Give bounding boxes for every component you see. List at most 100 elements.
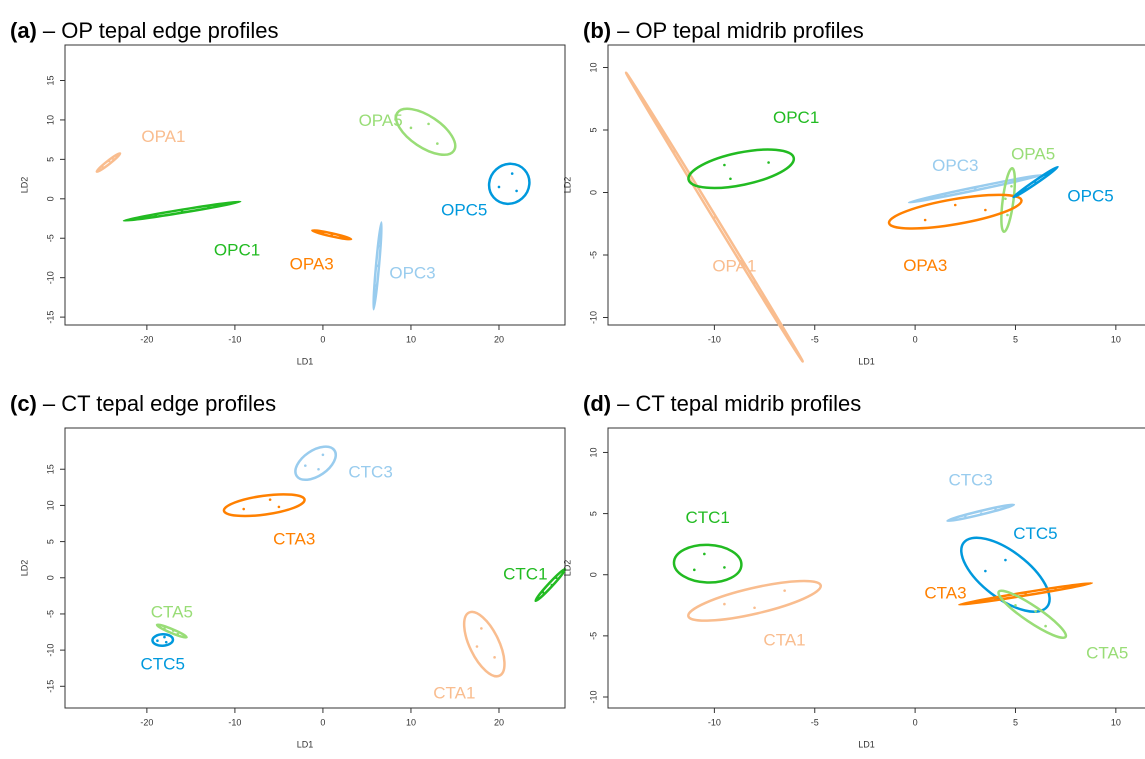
- x-tick-label: -10: [708, 717, 721, 727]
- point: [953, 203, 957, 207]
- panel-letter: (c): [10, 391, 37, 416]
- group-ellipse: [372, 221, 383, 311]
- y-tick-label: -10: [45, 644, 55, 657]
- x-tick-label: -20: [140, 334, 153, 344]
- y-tick-label: 10: [45, 115, 55, 125]
- point: [963, 514, 967, 518]
- point: [693, 568, 696, 572]
- group-label: CTA3: [924, 583, 966, 602]
- group-ellipse: [462, 610, 506, 678]
- y-axis-label: LD2: [19, 177, 29, 194]
- group-ellipse: [687, 579, 823, 622]
- group-ellipse: [997, 589, 1068, 640]
- y-axis-label: LD2: [562, 177, 572, 194]
- y-tick-label: 5: [588, 127, 598, 132]
- group-label: OPA3: [290, 254, 334, 273]
- group-ellipse: [887, 193, 1023, 230]
- point: [943, 193, 947, 197]
- group-ellipse: [687, 148, 796, 190]
- x-tick-label: 10: [1111, 717, 1121, 727]
- point: [242, 507, 245, 511]
- y-tick-label: -5: [588, 251, 598, 259]
- x-tick-label: -10: [708, 334, 721, 344]
- x-tick-label: 20: [494, 717, 504, 727]
- x-tick-label: 5: [1013, 334, 1018, 344]
- panel-letter: (d): [583, 391, 611, 416]
- x-axis-label: LD1: [297, 356, 314, 366]
- point: [783, 589, 786, 592]
- point: [1034, 610, 1037, 613]
- point: [1044, 173, 1047, 177]
- point: [207, 205, 210, 208]
- group-label: OPA3: [903, 256, 947, 275]
- y-tick-label: 15: [45, 464, 55, 474]
- group-ellipse: [95, 152, 122, 173]
- panel-letter: (a): [10, 18, 37, 43]
- point: [277, 505, 281, 509]
- panel: (c) – CT tepal edge profiles -20 -10 0 10 20 -1…: [10, 391, 567, 749]
- x-tick-label: -5: [811, 334, 819, 344]
- point: [480, 627, 483, 630]
- y-tick-label: 10: [588, 62, 598, 72]
- point: [1034, 181, 1037, 184]
- point: [974, 187, 977, 191]
- point: [541, 590, 545, 594]
- group-label: CTC1: [503, 564, 547, 583]
- y-tick-label: -10: [45, 271, 55, 284]
- panel-title: (d) – CT tepal midrib profiles: [583, 391, 861, 416]
- panel-title: (c) – CT tepal edge profiles: [10, 391, 276, 416]
- plot-frame: [64, 44, 566, 326]
- point: [339, 235, 342, 238]
- point: [723, 602, 726, 606]
- x-tick-label: -10: [228, 334, 241, 344]
- group-label: OPA5: [359, 111, 403, 130]
- y-tick-label: -5: [45, 234, 55, 242]
- group-ellipse: [394, 107, 457, 156]
- point: [672, 149, 676, 153]
- panel-title-text: – OP tepal edge profiles: [43, 18, 279, 43]
- point: [107, 159, 111, 163]
- point: [767, 161, 770, 164]
- panel: (a) – OP tepal edge profiles -20 -10 0 10 20 -1…: [10, 18, 566, 366]
- point: [713, 216, 716, 219]
- x-tick-label: 0: [320, 717, 325, 727]
- group-label: OPA1: [141, 127, 185, 146]
- point: [376, 264, 379, 268]
- point: [163, 627, 166, 630]
- group-ellipse: [624, 71, 804, 363]
- x-axis-label: LD1: [858, 356, 875, 366]
- group-label: OPC3: [389, 263, 435, 282]
- point: [984, 208, 987, 212]
- x-tick-label: 20: [494, 334, 504, 344]
- point: [101, 165, 105, 169]
- y-tick-label: 5: [588, 511, 598, 516]
- x-tick-label: -20: [140, 717, 153, 727]
- point: [317, 467, 320, 471]
- panel-title: (a) – OP tepal edge profiles: [10, 18, 279, 43]
- group-ellipse: [672, 543, 743, 584]
- group-label: CTA5: [1086, 644, 1128, 663]
- point: [493, 656, 496, 659]
- x-tick-label: 0: [913, 334, 918, 344]
- panel-title: (b) – OP tepal midrib profiles: [583, 18, 864, 43]
- point: [112, 158, 115, 161]
- x-tick-label: 10: [1111, 334, 1121, 344]
- y-tick-label: 0: [588, 190, 598, 195]
- group-label: CTC3: [348, 463, 392, 482]
- group-label: OPC1: [214, 241, 260, 260]
- group-label: CTC1: [685, 508, 729, 527]
- y-tick-label: 10: [588, 447, 598, 457]
- panel: (b) – OP tepal midrib profiles -10 -5 0 5 10 -1…: [562, 18, 1145, 366]
- group-ellipse: [960, 536, 1051, 613]
- point: [156, 639, 159, 643]
- point: [994, 597, 997, 601]
- plot-frame: [607, 44, 1145, 326]
- y-tick-label: 5: [45, 157, 55, 162]
- x-tick-label: -5: [811, 717, 819, 727]
- x-tick-label: 10: [406, 334, 416, 344]
- point: [723, 566, 726, 569]
- point: [1054, 588, 1057, 591]
- point: [1006, 213, 1009, 217]
- point: [729, 177, 732, 181]
- point: [1010, 184, 1013, 188]
